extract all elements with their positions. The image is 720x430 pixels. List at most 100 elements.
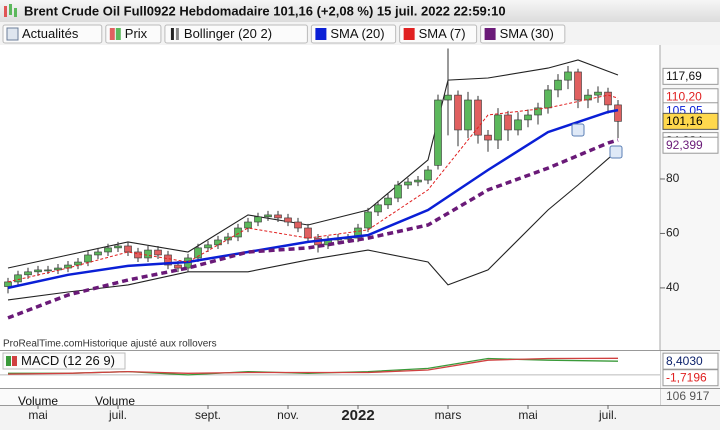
main-plot <box>4 48 623 320</box>
icon <box>484 28 496 40</box>
candle-body <box>434 99 442 166</box>
toolbar-label: Prix <box>125 26 148 41</box>
icon <box>315 28 327 40</box>
candle-body <box>104 247 112 253</box>
volume-label: Volume <box>95 394 135 408</box>
candle-body <box>534 107 542 116</box>
candle-body <box>174 264 182 269</box>
toolbar-label: SMA (7) <box>419 26 466 41</box>
candle-body <box>284 217 292 223</box>
macd-legend-box <box>2 352 126 370</box>
candle-body <box>374 204 382 213</box>
price-tags: 117,69110,20105,0594,08492,399101,168,40… <box>662 67 719 387</box>
candle-body <box>34 269 42 273</box>
icon <box>109 28 115 40</box>
toolbar-label: SMA (20) <box>330 26 384 41</box>
toolbar-items: Actualités Prix Bollinger (20 2) SMA (20) SM… <box>2 24 566 44</box>
price-tag-label: 92,399 <box>666 138 703 152</box>
candle-body <box>554 79 562 91</box>
candle-body <box>124 245 132 253</box>
icon <box>115 28 121 40</box>
candle-body <box>24 271 32 276</box>
y-tick-label: 80 <box>666 171 680 185</box>
candle-body <box>294 221 302 229</box>
candle-body <box>54 267 62 271</box>
candle-body <box>514 119 522 131</box>
news-icon[interactable] <box>571 123 585 137</box>
y-tick-label: 40 <box>666 280 680 294</box>
candle-body <box>144 249 152 259</box>
candle-body <box>114 245 122 249</box>
candle-body <box>444 94 452 101</box>
candle-body <box>474 99 482 136</box>
candle-body <box>74 261 82 266</box>
icon <box>12 356 17 366</box>
moving-average <box>7 108 619 290</box>
toolbar-label: SMA (30) <box>500 26 554 41</box>
candle-body <box>584 94 592 101</box>
candle-body <box>214 239 222 246</box>
candle-body <box>84 254 92 263</box>
toolbar-button[interactable] <box>2 24 103 44</box>
x-tick-label: nov. <box>277 408 299 422</box>
candle-body <box>94 251 102 256</box>
bollinger-band <box>7 149 619 301</box>
price-tag <box>662 352 719 370</box>
candle-body <box>424 169 432 181</box>
candle-body <box>604 91 612 106</box>
x-tick-label: mai <box>518 408 537 422</box>
toolbar-button[interactable] <box>480 24 566 44</box>
price-tag-label: 110,20 <box>666 89 702 103</box>
volume-last: 106 917 <box>666 389 710 403</box>
candle-body <box>204 244 212 249</box>
x-tick-label: juil. <box>108 408 127 422</box>
x-tick-label: mai <box>28 408 47 422</box>
toolbar-label: Bollinger (20 2) <box>184 26 272 41</box>
candle-body <box>304 227 312 239</box>
price-tag-label: -1,7196 <box>666 370 707 384</box>
news-icon[interactable] <box>609 145 623 159</box>
price-tag <box>662 369 719 387</box>
icon <box>403 28 415 40</box>
candle-body <box>364 211 372 229</box>
price-tag-label: 117,69 <box>666 69 702 83</box>
volume-label: Volume <box>18 394 58 408</box>
candle-body <box>524 114 532 121</box>
volume-labels: Volume Volume 106 917 <box>18 389 710 408</box>
candle-body <box>194 247 202 259</box>
title-bar <box>0 0 720 22</box>
candle-body <box>14 274 22 283</box>
app-icon <box>4 4 17 17</box>
x-axis <box>0 405 720 430</box>
macd-panel: MACD (12 26 9) <box>0 351 660 388</box>
candle-body <box>134 251 142 259</box>
x-tick-label: 2022 <box>341 407 374 424</box>
x-tick-label: juil. <box>598 408 617 422</box>
icon <box>175 28 179 40</box>
candle-body <box>164 254 172 266</box>
macd-lines <box>0 357 660 376</box>
window-title: Brent Crude Oil Full0922 Hebdomadaire 10… <box>24 3 506 18</box>
plot-area <box>0 45 660 350</box>
candle-body <box>254 216 262 223</box>
toolbar-button[interactable] <box>164 24 308 44</box>
candle-body <box>4 281 12 287</box>
volume-panel <box>0 389 660 405</box>
candle-body <box>384 197 392 206</box>
candle-body <box>234 227 242 238</box>
candle-body <box>504 114 512 131</box>
candle-body <box>274 214 282 219</box>
candle-body <box>44 269 52 272</box>
candle-body <box>594 91 602 96</box>
candle-body <box>414 179 422 183</box>
icon <box>6 27 19 41</box>
x-axis-labels: mai juil. sept. nov. 2022 mars mai juil. <box>28 405 617 424</box>
toolbar-button[interactable] <box>399 24 478 44</box>
x-tick-label: sept. <box>195 408 221 422</box>
candle-body <box>404 181 412 186</box>
price-tag <box>662 67 719 85</box>
x-tick-label: mars <box>435 408 462 422</box>
toolbar-button[interactable] <box>310 24 397 44</box>
